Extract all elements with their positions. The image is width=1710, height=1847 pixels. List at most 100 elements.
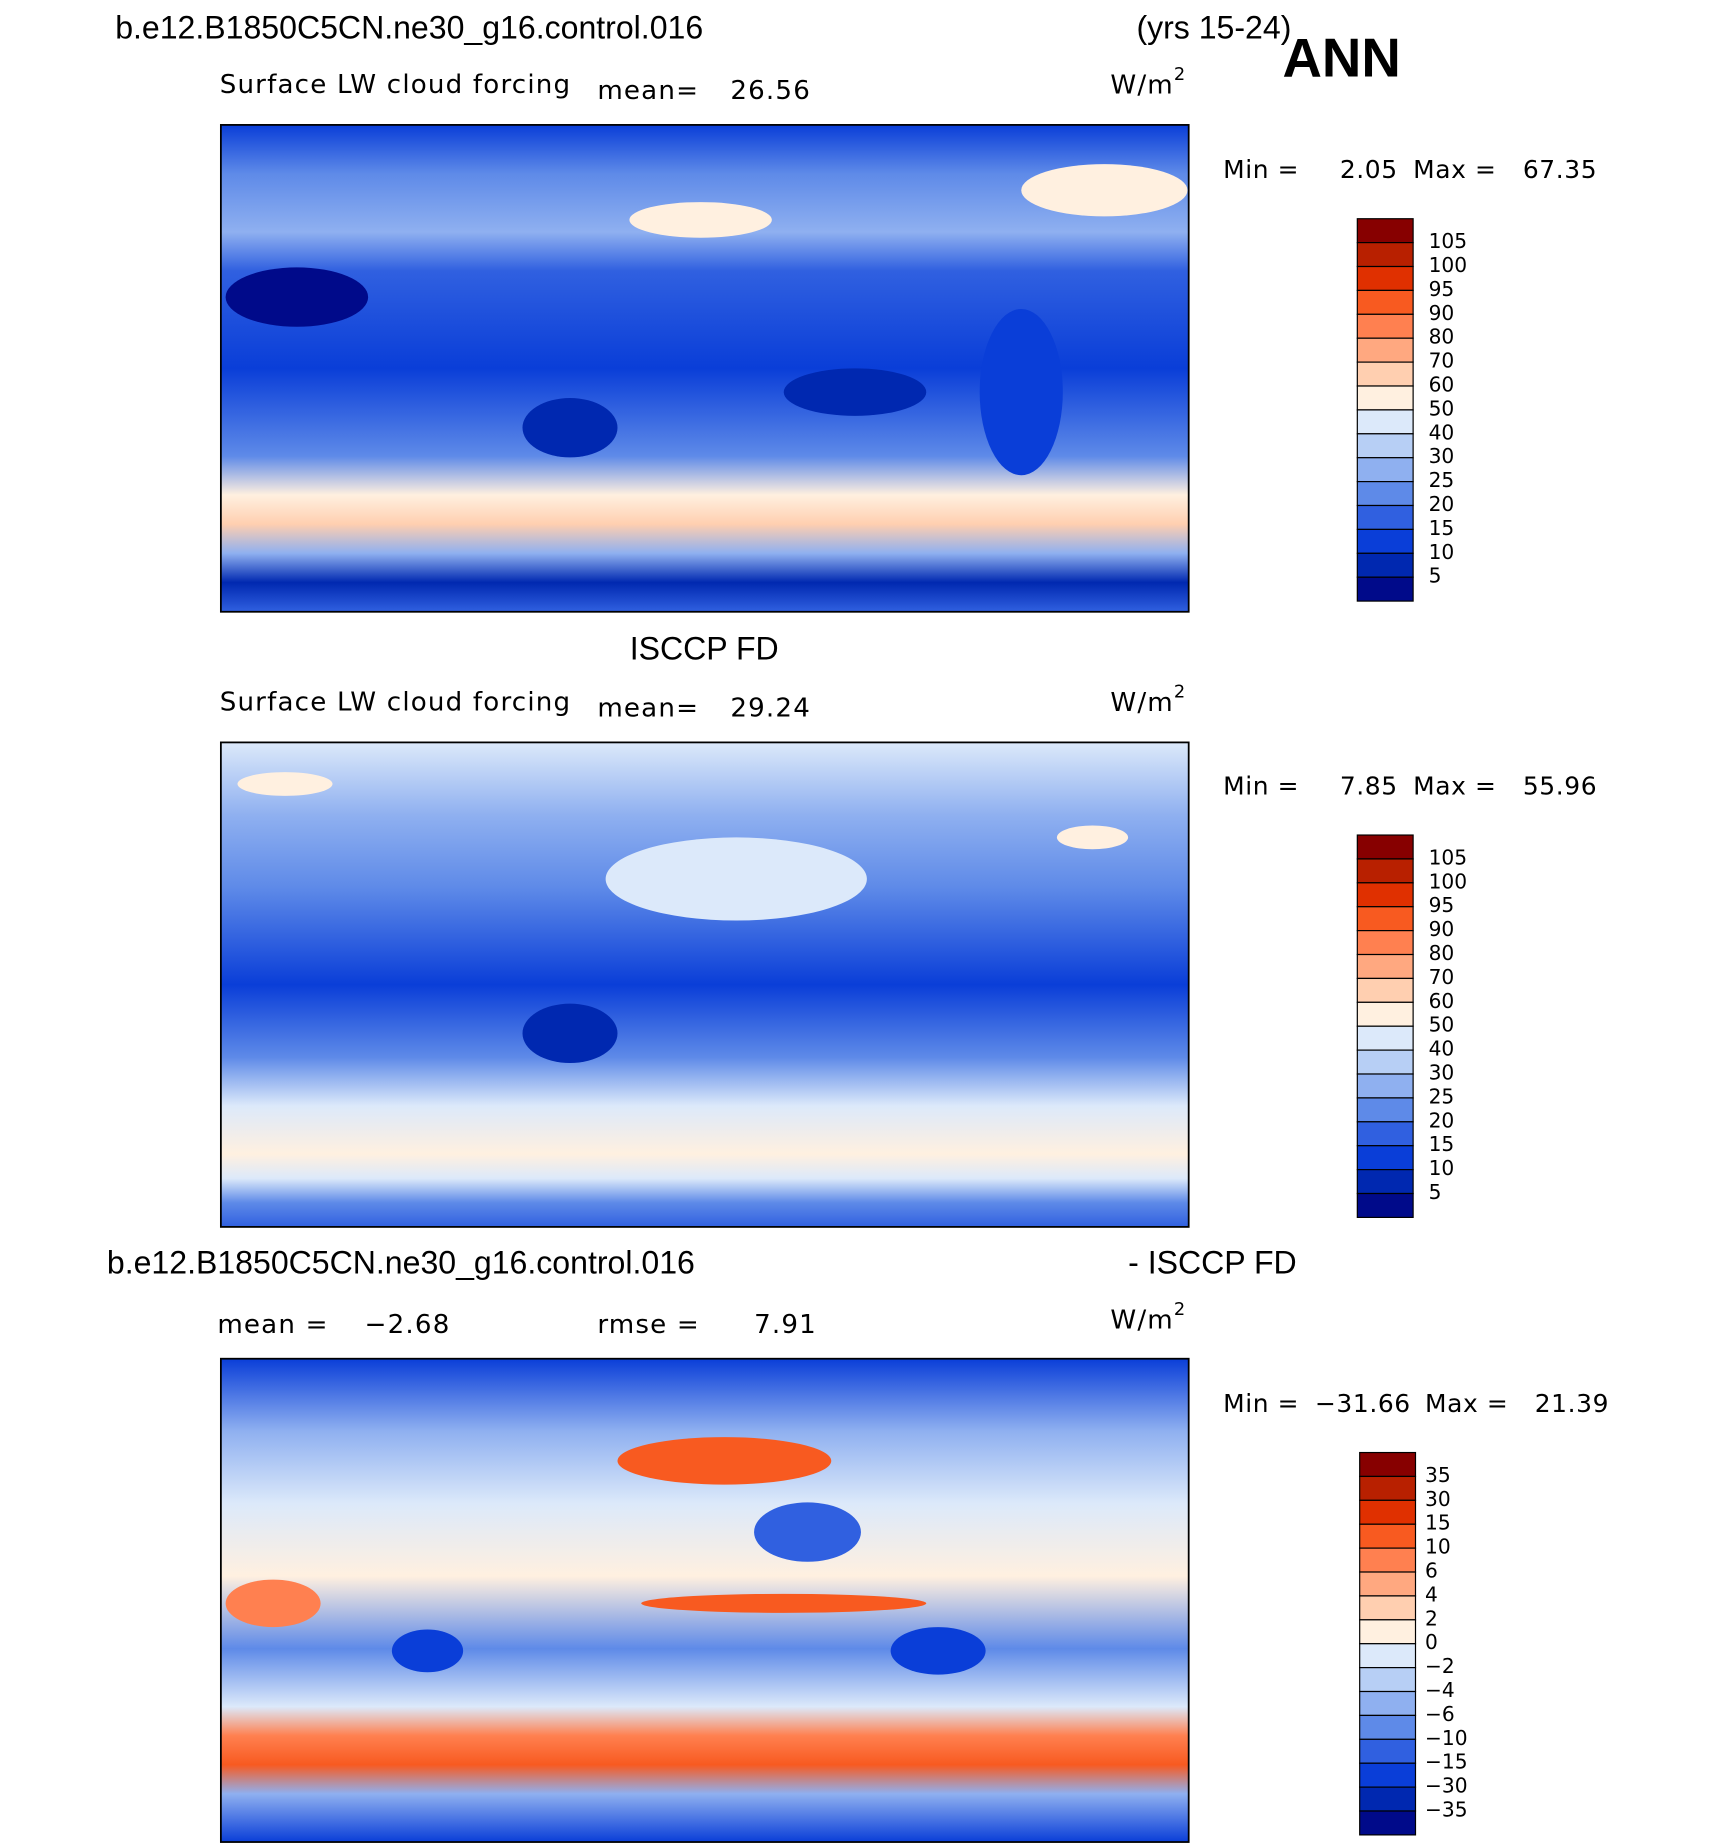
colorbar-box <box>1356 1049 1414 1075</box>
colorbar-label: 95 <box>1429 893 1455 917</box>
units: W/m2 <box>1110 682 1186 718</box>
max-label: Max = <box>1425 1389 1508 1418</box>
rmse: 7.91 <box>754 1310 817 1340</box>
colorbar-label: 60 <box>1429 989 1455 1013</box>
panel-title: b.e12.B1850C5CN.ne30_g16.control.016 <box>107 1244 695 1280</box>
colorbar-box <box>1356 906 1414 932</box>
colorbar-box <box>1356 977 1414 1003</box>
colorbar-box <box>1356 1025 1414 1051</box>
colorbar-box <box>1359 1810 1417 1836</box>
units-exp: 2 <box>1174 64 1187 85</box>
min-value: 2.05 <box>1340 155 1398 184</box>
colorbar-label: 10 <box>1425 1535 1451 1559</box>
colorbar-box <box>1356 552 1414 578</box>
colorbar-label: 70 <box>1429 349 1455 373</box>
colorbar-label: 70 <box>1429 965 1455 989</box>
mean: −2.68 <box>365 1310 451 1340</box>
panel-title: - ISCCP FD <box>1128 1244 1297 1280</box>
variable: Surface LW cloud forcing <box>220 70 572 100</box>
colorbar-box <box>1356 528 1414 554</box>
season: ANN <box>1283 27 1401 88</box>
max-label: Max = <box>1413 155 1496 184</box>
units-exp: 2 <box>1174 1299 1187 1320</box>
rmse-label: rmse = <box>597 1310 700 1340</box>
min-label: Min = <box>1223 155 1299 184</box>
colorbar-label: −6 <box>1425 1702 1455 1726</box>
colorbar-box <box>1359 1475 1417 1501</box>
colorbar-label: −30 <box>1425 1774 1468 1798</box>
colorbar-box <box>1359 1523 1417 1549</box>
colorbar-label: 0 <box>1425 1630 1438 1654</box>
colorbar-box <box>1356 1097 1414 1123</box>
colorbar-label: −15 <box>1425 1750 1468 1774</box>
colorbar-box <box>1359 1571 1417 1597</box>
map <box>219 741 1190 1228</box>
case-title: b.e12.B1850C5CN.ne30_g16.control.016 <box>115 9 703 45</box>
colorbar-box <box>1356 433 1414 459</box>
map <box>219 1357 1190 1843</box>
colorbar-label: 95 <box>1429 277 1455 301</box>
colorbar-label: 80 <box>1429 325 1455 349</box>
colorbar-label: 6 <box>1425 1559 1438 1583</box>
colorbar-box <box>1356 218 1414 244</box>
min-value: −31.66 <box>1315 1389 1411 1418</box>
colorbar-box <box>1356 953 1414 980</box>
colorbar-label: 25 <box>1429 1084 1455 1108</box>
units-exp: 2 <box>1174 682 1187 703</box>
colorbar-label: 30 <box>1429 1061 1455 1085</box>
colorbar-box <box>1359 1499 1417 1525</box>
colorbar-box <box>1356 409 1414 435</box>
colorbar-box <box>1359 1595 1417 1621</box>
min-value: 7.85 <box>1340 772 1398 801</box>
colorbar-label: 40 <box>1429 1037 1455 1061</box>
max-value: 21.39 <box>1535 1389 1609 1418</box>
colorbar-box <box>1359 1619 1417 1645</box>
units-base: W/m <box>1110 70 1174 100</box>
colorbar-label: 2 <box>1425 1606 1438 1630</box>
colorbar-box <box>1359 1714 1417 1740</box>
units: W/m2 <box>1110 1299 1186 1335</box>
colorbar-box <box>1356 1145 1414 1171</box>
colorbar-label: 30 <box>1429 444 1455 468</box>
colorbar-label: 100 <box>1429 869 1468 893</box>
colorbar-box <box>1356 882 1414 908</box>
colorbar-label: 5 <box>1429 564 1442 588</box>
colorbar-box <box>1356 265 1414 292</box>
mean-label: mean= <box>597 76 699 106</box>
colorbar-box <box>1356 858 1414 884</box>
colorbar-label: 100 <box>1429 253 1468 277</box>
colorbar-label: 90 <box>1429 917 1455 941</box>
colorbar-label: 35 <box>1425 1463 1451 1487</box>
colorbar-label: −35 <box>1425 1798 1468 1822</box>
units-base: W/m <box>1110 1305 1174 1335</box>
max-value: 55.96 <box>1523 772 1597 801</box>
colorbar-label: 80 <box>1429 941 1455 965</box>
colorbar-label: 105 <box>1429 229 1468 253</box>
colorbar-box <box>1359 1643 1417 1669</box>
colorbar-box <box>1356 337 1414 363</box>
colorbar-box <box>1359 1762 1417 1788</box>
colorbar-label: 60 <box>1429 373 1455 397</box>
colorbar-label: 90 <box>1429 301 1455 325</box>
colorbar-box <box>1356 313 1414 339</box>
colorbar-box <box>1356 481 1414 507</box>
colorbar-box <box>1359 1786 1417 1812</box>
colorbar-box <box>1356 576 1414 602</box>
colorbar-box <box>1356 834 1414 860</box>
colorbar-box <box>1356 361 1414 387</box>
colorbar-label: 5 <box>1429 1180 1442 1204</box>
colorbar-label: 105 <box>1429 845 1468 869</box>
max-value: 67.35 <box>1523 155 1597 184</box>
colorbar-box <box>1356 385 1414 411</box>
colorbar-label: −4 <box>1425 1678 1455 1702</box>
mean-label: mean= <box>597 694 699 724</box>
colorbar-box <box>1356 1073 1414 1099</box>
colorbar-box <box>1356 1001 1414 1027</box>
colorbar-label: 25 <box>1429 468 1455 492</box>
colorbar-box <box>1356 504 1414 530</box>
years: (yrs 15-24) <box>1136 9 1291 45</box>
max-label: Max = <box>1413 772 1496 801</box>
colorbar-box <box>1356 289 1414 315</box>
units: W/m2 <box>1110 64 1186 100</box>
